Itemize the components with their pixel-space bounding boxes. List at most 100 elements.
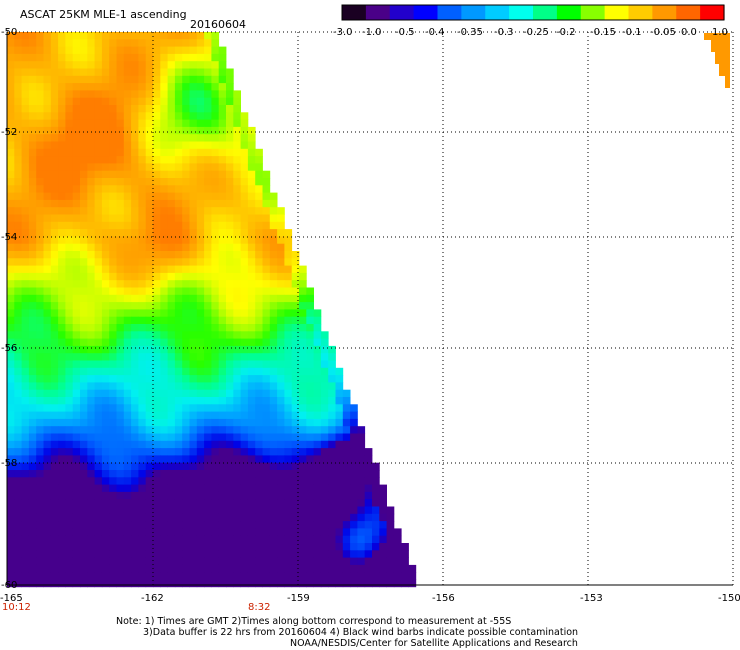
swath-cell	[80, 426, 88, 434]
swath-cell	[255, 338, 263, 347]
colorbar-swatch	[413, 5, 439, 20]
swath-cell	[277, 345, 285, 354]
swath-cell	[123, 192, 132, 201]
swath-cell	[174, 163, 183, 172]
swath-cell	[299, 448, 307, 456]
swath-cell	[101, 214, 110, 223]
swath-cell	[255, 375, 263, 383]
swath-cell	[277, 513, 285, 522]
swath-cell	[101, 126, 110, 135]
swath-cell	[145, 397, 154, 405]
swath-cell	[43, 287, 52, 296]
swath-cell	[262, 426, 271, 434]
swath-cell	[72, 448, 81, 456]
swath-cell	[204, 192, 212, 201]
swath-cell	[131, 53, 139, 62]
swath-cell	[101, 302, 110, 310]
swath-cell	[28, 528, 37, 537]
swath-cell	[269, 389, 278, 398]
swath-cell	[28, 207, 37, 215]
swath-cell	[313, 382, 322, 391]
swath-cell	[277, 389, 285, 398]
swath-cell	[101, 491, 110, 500]
swath-cell	[211, 345, 220, 354]
swath-cell	[14, 455, 22, 464]
swath-cell	[204, 243, 212, 252]
swath-cell	[43, 338, 52, 347]
swath-cell	[14, 440, 22, 449]
swath-cell	[226, 170, 234, 179]
swath-cell	[386, 528, 395, 537]
swath-cell	[28, 105, 37, 113]
swath-cell	[204, 302, 212, 310]
swath-cell	[182, 199, 190, 208]
swath-cell	[58, 411, 66, 420]
swath-cell	[233, 207, 241, 215]
swath-cell	[284, 324, 293, 332]
swath-cell	[189, 272, 198, 281]
swath-cell	[240, 185, 249, 193]
swath-cell	[28, 324, 37, 332]
swath-cell	[320, 382, 329, 391]
swath-cell	[72, 404, 81, 412]
swath-cell	[7, 455, 15, 464]
swath-cell	[182, 338, 190, 347]
swath-cell	[94, 535, 103, 544]
swath-cell	[167, 579, 176, 588]
swath-cell	[262, 199, 271, 208]
swath-cell	[123, 448, 132, 456]
swath-cell	[182, 535, 190, 544]
swath-cell	[109, 309, 117, 318]
swath-cell	[138, 309, 147, 318]
swath-cell	[211, 61, 220, 69]
swath-cell	[50, 477, 59, 485]
swath-cell	[14, 90, 22, 99]
swath-cell	[138, 61, 147, 69]
swath-cell	[138, 141, 147, 150]
swath-cell	[58, 163, 66, 172]
swath-cell	[204, 68, 212, 77]
swath-cell	[138, 112, 147, 120]
swath-cell	[189, 119, 198, 128]
swath-cell	[50, 163, 59, 172]
swath-cell	[65, 309, 74, 318]
swath-cell	[131, 294, 139, 303]
swath-cell	[196, 418, 205, 427]
swath-cell	[277, 251, 285, 259]
swath-cell	[94, 156, 103, 164]
swath-cell	[284, 294, 293, 303]
swath-cell	[123, 418, 132, 427]
swath-cell	[131, 243, 139, 252]
swath-cell	[233, 455, 241, 464]
swath-cell	[101, 382, 110, 391]
swath-cell	[36, 367, 44, 376]
swath-cell	[43, 477, 52, 485]
swath-cell	[145, 294, 154, 303]
swath-cell	[43, 243, 52, 252]
swath-cell	[21, 134, 30, 142]
swath-cell	[196, 353, 205, 361]
swath-cell	[36, 68, 44, 77]
swath-cell	[313, 499, 322, 507]
swath-cell	[226, 112, 234, 120]
swath-cell	[138, 367, 147, 376]
swath-cell	[372, 579, 380, 588]
colorbar-swatch	[556, 5, 582, 20]
swath-cell	[299, 499, 307, 507]
swath-cell	[65, 141, 74, 150]
swath-cell	[65, 448, 74, 456]
swath-cell	[211, 484, 220, 493]
swath-cell	[240, 338, 249, 347]
swath-cell	[218, 397, 227, 405]
swath-cell	[72, 491, 81, 500]
swath-cell	[182, 178, 190, 186]
swath-cell	[116, 557, 125, 566]
swath-cell	[94, 251, 103, 259]
swath-cell	[138, 265, 147, 274]
swath-cell	[109, 61, 117, 69]
swath-cell	[7, 411, 15, 420]
swath-cell	[262, 550, 271, 558]
swath-cell	[87, 426, 95, 434]
swath-cell	[101, 572, 110, 580]
swath-cell	[58, 97, 66, 106]
